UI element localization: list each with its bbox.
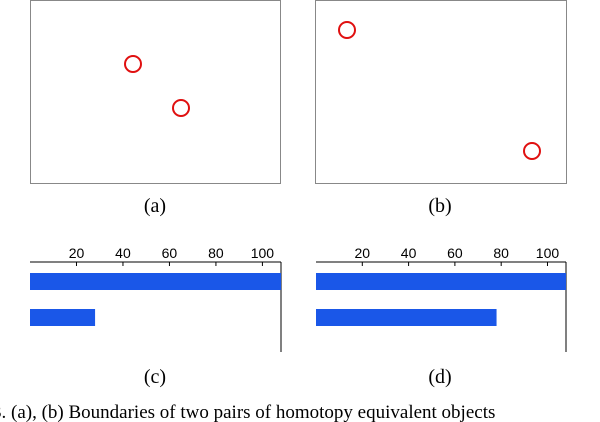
x-tick-label: 80 — [208, 245, 224, 261]
object-boundary — [338, 21, 356, 39]
object-boundary — [124, 55, 142, 73]
panel-caption: (d) — [428, 366, 451, 388]
x-tick-label: 20 — [69, 245, 85, 261]
panel-frame — [30, 0, 281, 184]
x-tick-label: 60 — [162, 245, 178, 261]
panel-frame — [315, 0, 567, 184]
bar — [316, 309, 497, 326]
object-boundary — [523, 142, 541, 160]
x-tick-label: 100 — [251, 245, 275, 261]
bar — [316, 273, 566, 290]
x-tick-label: 60 — [447, 245, 463, 261]
x-tick-label: 100 — [536, 245, 560, 261]
figure-caption: 3. (a), (b) Boundaries of two pairs of h… — [0, 402, 495, 422]
x-tick-label: 20 — [355, 245, 371, 261]
panel-caption: (c) — [144, 366, 166, 388]
object-boundary — [172, 99, 190, 117]
x-tick-label: 40 — [401, 245, 417, 261]
x-tick-label: 40 — [115, 245, 131, 261]
x-tick-label: 80 — [493, 245, 509, 261]
panel-caption: (b) — [428, 195, 451, 217]
panel-caption: (a) — [144, 195, 166, 217]
bar — [30, 309, 96, 326]
bar — [30, 273, 281, 290]
